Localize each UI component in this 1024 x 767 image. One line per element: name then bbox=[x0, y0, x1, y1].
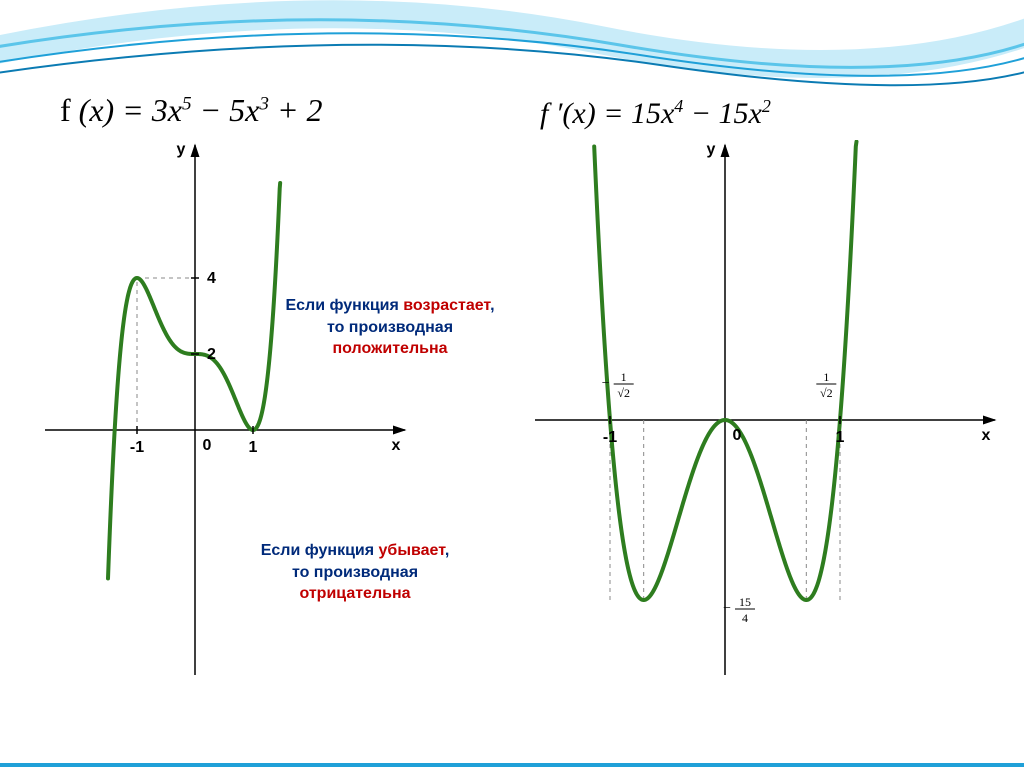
svg-text:0: 0 bbox=[203, 437, 212, 454]
svg-text:x: x bbox=[982, 427, 991, 444]
svg-text:1: 1 bbox=[823, 370, 829, 384]
swoosh-path-2 bbox=[0, 20, 1024, 68]
svg-text:4: 4 bbox=[742, 611, 748, 625]
svg-text:√2: √2 bbox=[820, 386, 833, 400]
svg-text:1: 1 bbox=[836, 429, 845, 446]
svg-text:1: 1 bbox=[621, 370, 627, 384]
svg-text:-1: -1 bbox=[130, 439, 144, 456]
formula-f-prime: f ′(x) = 15x4 − 15x2 bbox=[540, 96, 771, 131]
svg-text:-1: -1 bbox=[603, 429, 617, 446]
formula-f: f (x) = 3x5 − 5x3 + 2 bbox=[60, 92, 323, 129]
svg-text:15: 15 bbox=[739, 595, 751, 609]
svg-text:0: 0 bbox=[733, 427, 742, 444]
chart-f-prime: yx0-11−1√21√2−154 bbox=[530, 140, 1000, 680]
svg-text:−: − bbox=[602, 376, 610, 391]
swoosh-path-4 bbox=[0, 45, 1024, 86]
text-increasing: Если функция возрастает,то производнаяпо… bbox=[255, 295, 525, 360]
text-decreasing: Если функция убывает,то производнаяотриц… bbox=[220, 540, 490, 605]
footer-line bbox=[0, 763, 1024, 767]
svg-text:y: y bbox=[707, 141, 716, 158]
swoosh-path-1 bbox=[0, 10, 1024, 64]
swoosh-path-3 bbox=[0, 33, 1024, 76]
svg-text:x: x bbox=[392, 437, 401, 454]
svg-text:−: − bbox=[723, 601, 731, 616]
svg-text:√2: √2 bbox=[617, 386, 630, 400]
svg-text:1: 1 bbox=[249, 439, 258, 456]
svg-text:2: 2 bbox=[207, 346, 216, 363]
svg-text:4: 4 bbox=[207, 270, 216, 287]
svg-text:y: y bbox=[177, 141, 186, 158]
